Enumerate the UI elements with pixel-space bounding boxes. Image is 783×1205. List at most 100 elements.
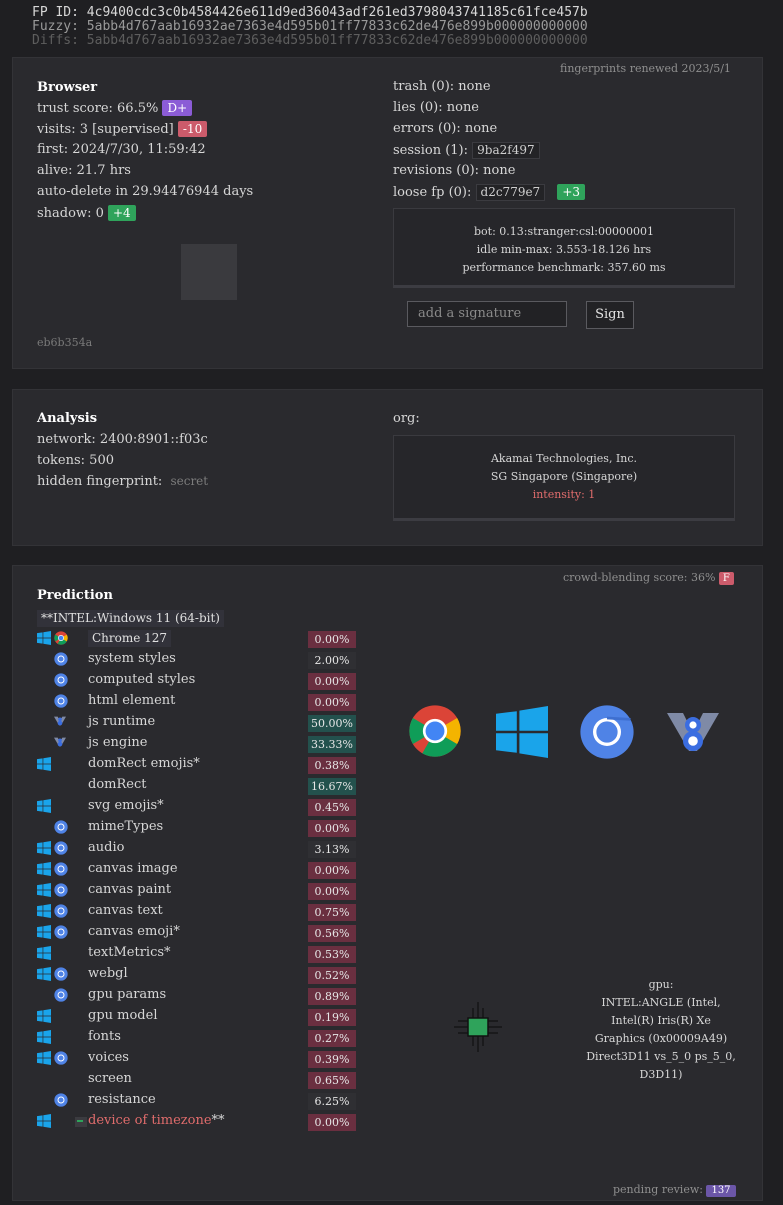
prediction-panel: Prediction crowd-blending score: 36% F *… <box>12 565 763 1201</box>
prediction-value: 0.45% <box>308 799 356 816</box>
gpu-label: gpu: <box>648 978 674 991</box>
prediction-label: device of timezone** <box>88 1113 225 1128</box>
windows-icon <box>37 1009 51 1027</box>
chrome-blue-icon <box>54 673 68 691</box>
windows-icon <box>37 883 51 901</box>
prediction-value: 0.00% <box>308 862 356 879</box>
prediction-row: domRect emojis* 0.38% <box>37 755 367 776</box>
prediction-value: 0.27% <box>308 1030 356 1047</box>
prediction-value: 0.00% <box>308 1114 356 1131</box>
chrome-large-icon <box>408 704 462 762</box>
prediction-row: webgl 0.52% <box>37 965 367 986</box>
prediction-label: system styles <box>88 651 176 666</box>
prediction-row: audio 3.13% <box>37 839 367 860</box>
prediction-label: svg emojis* <box>88 798 164 813</box>
prediction-value: 50.00% <box>308 715 356 732</box>
prediction-label: computed styles <box>88 672 196 687</box>
prediction-label: mimeTypes <box>88 819 164 834</box>
trust-score-row: trust score: 66.5% D+ <box>37 100 193 116</box>
windows-icon <box>37 1114 51 1132</box>
prediction-value: 33.33% <box>308 736 356 753</box>
prediction-label: gpu model <box>88 1008 158 1023</box>
gpu-info: gpu: INTEL:ANGLE (Intel, Intel(R) Iris(R… <box>561 976 761 1084</box>
prediction-label: resistance <box>88 1092 156 1107</box>
alive-time: alive: 21.7 hrs <box>37 163 131 178</box>
hidden-label: hidden fingerprint: <box>37 474 163 489</box>
signature-input[interactable]: add a signature <box>407 301 567 327</box>
errors-row: errors (0): none <box>393 121 498 136</box>
prediction-row: fonts 0.27% <box>37 1028 367 1049</box>
loose-fp-badge: +3 <box>557 184 586 200</box>
prediction-row: domRect 16.67% <box>37 776 367 797</box>
prediction-value: 2.00% <box>308 652 356 669</box>
prediction-label: canvas text <box>88 903 163 918</box>
org-location: SG Singapore (Singapore) <box>490 470 638 483</box>
gpu-line-4: Direct3D11 vs_5_0 ps_5_0, <box>586 1050 736 1063</box>
prediction-label: canvas image <box>88 861 178 876</box>
tokens: tokens: 500 <box>37 453 114 468</box>
chrome-icon <box>54 631 68 649</box>
prediction-value: 0.00% <box>308 673 356 690</box>
shadow-row: shadow: 0 +4 <box>37 205 136 221</box>
prediction-row: voices 0.39% <box>37 1049 367 1070</box>
chrome-blue-icon <box>54 862 68 880</box>
prediction-value: 0.89% <box>308 988 356 1005</box>
prediction-title: Prediction <box>37 588 113 603</box>
loose-fp-label: loose fp (0): <box>393 185 472 200</box>
trash-row: trash (0): none <box>393 79 491 94</box>
sign-button[interactable]: Sign <box>586 301 634 329</box>
prediction-row: screen 0.65% <box>37 1070 367 1091</box>
prediction-label: gpu params <box>88 987 167 1002</box>
prediction-value: 0.53% <box>308 946 356 963</box>
trust-score-text: trust score: 66.5% <box>37 101 159 116</box>
prediction-label: fonts <box>88 1029 121 1044</box>
trust-grade-badge: D+ <box>162 100 193 116</box>
browser-title: Browser <box>37 80 98 95</box>
windows-icon <box>37 904 51 922</box>
bot-card: bot: 0.13:stranger:csl:00000001 idle min… <box>393 208 735 288</box>
windows-large-icon <box>496 704 548 764</box>
pending-review: pending review: 137 <box>613 1183 736 1197</box>
prediction-row: svg emojis* 0.45% <box>37 797 367 818</box>
windows-icon <box>37 967 51 985</box>
prediction-label: textMetrics* <box>88 945 171 960</box>
gpu-line-3: Graphics (0x00009A49) <box>594 1032 728 1045</box>
prediction-row: gpu params 0.89% <box>37 986 367 1007</box>
auto-delete: auto-delete in 29.94476944 days <box>37 184 254 199</box>
prediction-row: mimeTypes 0.00% <box>37 818 367 839</box>
chrome-blue-icon <box>54 904 68 922</box>
session-hash[interactable]: 9ba2f497 <box>472 142 540 159</box>
prediction-label: html element <box>88 693 176 708</box>
chrome-blue-icon <box>54 925 68 943</box>
prediction-row: canvas paint 0.00% <box>37 881 367 902</box>
prediction-value: 0.00% <box>308 820 356 837</box>
analysis-title: Analysis <box>37 411 98 426</box>
gpu-line-2: Intel(R) Iris(R) Xe <box>611 1014 711 1027</box>
chrome-blue-icon <box>54 1093 68 1111</box>
fingerprint-header: FP ID: 4c9400cdc3c0b4584426e611d9ed36043… <box>32 6 588 48</box>
prediction-value: 0.75% <box>308 904 356 921</box>
prediction-row: js runtime 50.00% <box>37 713 367 734</box>
prediction-label: audio <box>88 840 125 855</box>
shadow-text: shadow: 0 <box>37 206 104 221</box>
browser-hash: eb6b354a <box>37 336 93 349</box>
windows-icon <box>37 757 51 775</box>
crowd-blending: crowd-blending score: 36% F <box>563 571 734 585</box>
chrome-blue-icon <box>54 967 68 985</box>
prediction-label: screen <box>88 1071 132 1086</box>
prediction-row: canvas text 0.75% <box>37 902 367 923</box>
v8-icon <box>54 715 66 731</box>
chrome-blue-icon <box>54 1051 68 1069</box>
prediction-value: 0.65% <box>308 1072 356 1089</box>
prediction-value: 0.56% <box>308 925 356 942</box>
prediction-value: 0.00% <box>308 883 356 900</box>
v8-icon <box>54 736 66 752</box>
lies-row: lies (0): none <box>393 100 480 115</box>
gpu-line-1: INTEL:ANGLE (Intel, <box>601 996 721 1009</box>
prediction-value: 6.25% <box>308 1093 356 1110</box>
chromium-large-icon <box>579 704 635 764</box>
intensity: intensity: 1 <box>532 488 596 501</box>
session-label: session (1): <box>393 143 468 158</box>
loose-fp-hash[interactable]: d2c779e7 <box>475 184 546 201</box>
prediction-value: 0.52% <box>308 967 356 984</box>
